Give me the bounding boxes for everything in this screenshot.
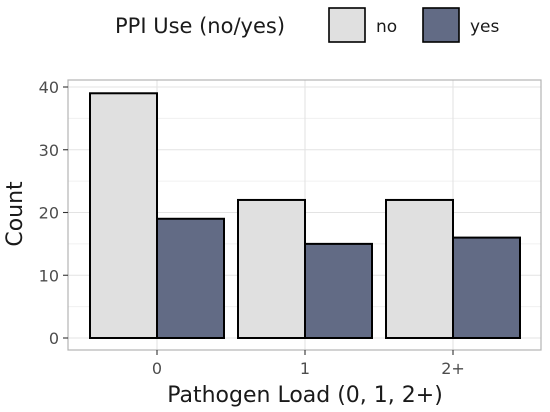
y-axis: 0 10 20 30 40: [39, 78, 68, 348]
x-axis-title: Pathogen Load (0, 1, 2+): [167, 383, 443, 408]
plot-panel: [67, 79, 542, 351]
y-axis-title: Count: [3, 181, 28, 247]
bar-no-0: [89, 92, 158, 340]
bar-yes-2+: [452, 236, 521, 340]
y-tick-label: 0: [49, 329, 59, 348]
y-tick-label: 40: [39, 78, 59, 97]
bar-yes-1: [304, 242, 373, 339]
x-axis: 0 1 2+: [152, 350, 465, 378]
y-tick-label: 10: [39, 266, 59, 285]
bar-yes-0: [156, 217, 225, 339]
legend-label-no: no: [376, 17, 397, 37]
legend-title: PPI Use (no/yes): [115, 14, 285, 38]
legend-key-yes: [422, 7, 460, 43]
legend: PPI Use (no/yes) no yes: [115, 7, 500, 43]
x-tick-label: 1: [300, 359, 310, 378]
x-tick-label: 2+: [441, 359, 465, 378]
bars: [89, 92, 521, 340]
legend-label-yes: yes: [470, 17, 500, 37]
legend-key-no: [328, 7, 366, 43]
bar-no-2+: [385, 198, 454, 339]
y-tick-label: 20: [39, 204, 59, 223]
x-tick-label: 0: [152, 359, 162, 378]
bar-no-1: [237, 198, 306, 339]
y-tick-label: 30: [39, 141, 59, 160]
